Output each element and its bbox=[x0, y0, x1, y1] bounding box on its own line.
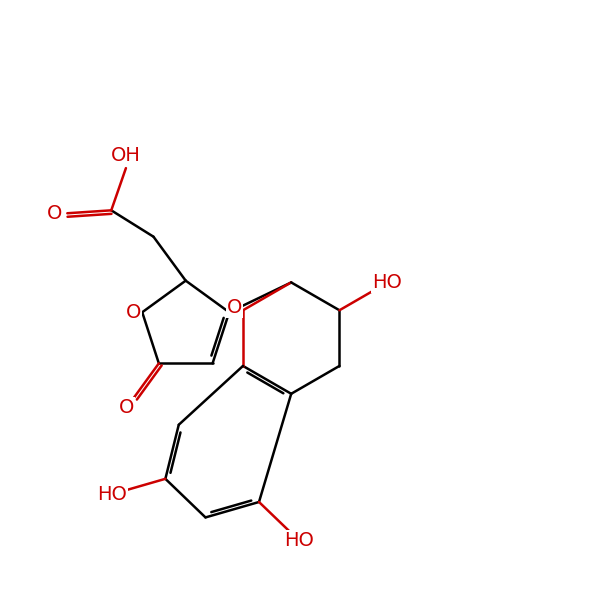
Text: HO: HO bbox=[372, 273, 402, 292]
Text: OH: OH bbox=[111, 146, 141, 165]
Text: HO: HO bbox=[284, 530, 314, 550]
Text: O: O bbox=[119, 398, 134, 418]
Text: O: O bbox=[227, 298, 242, 317]
Text: O: O bbox=[126, 303, 141, 322]
Text: HO: HO bbox=[98, 485, 127, 503]
Text: O: O bbox=[47, 204, 62, 223]
